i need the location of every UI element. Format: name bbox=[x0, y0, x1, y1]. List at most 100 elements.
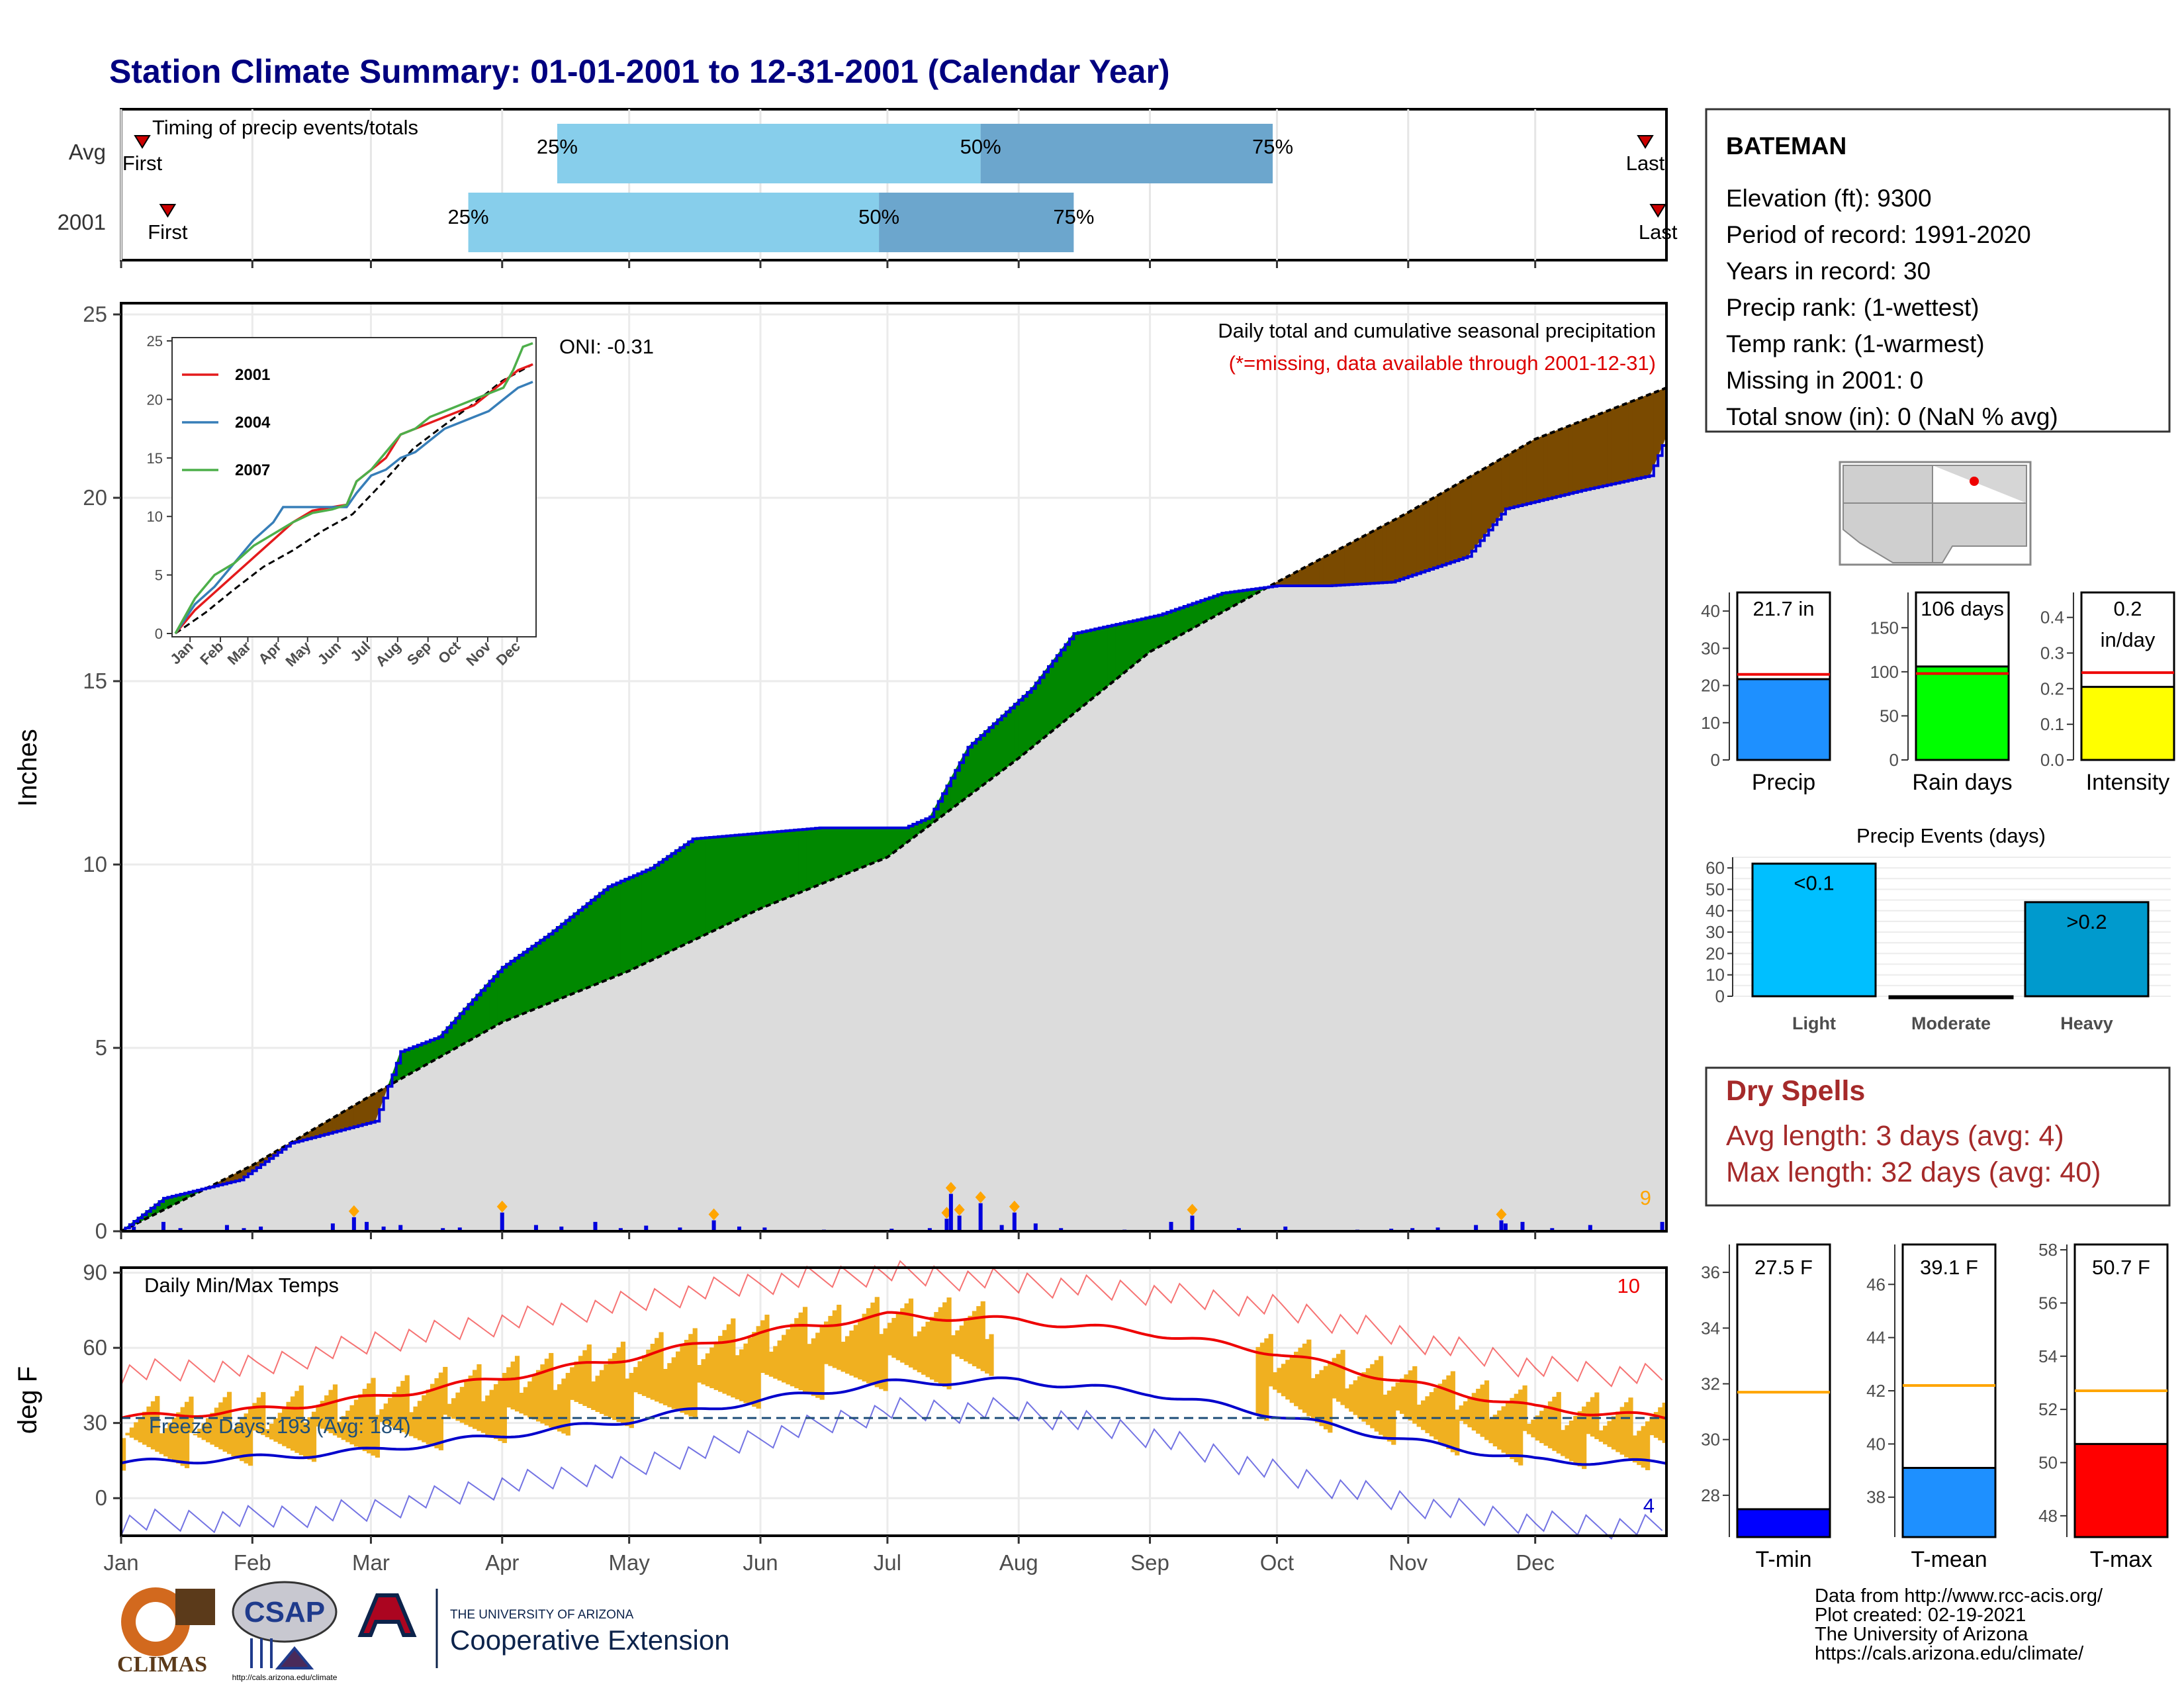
departure-fill bbox=[1390, 518, 1396, 583]
departure-fill bbox=[1378, 525, 1383, 583]
daily-temp-range-bar bbox=[844, 1336, 850, 1374]
daily-temp-range-bar bbox=[595, 1376, 600, 1413]
summary-bar bbox=[2080, 686, 2175, 761]
daily-temp-range-bar bbox=[650, 1344, 655, 1400]
departure-fill bbox=[1641, 395, 1646, 479]
daily-temp-range-bar bbox=[1531, 1419, 1536, 1438]
daily-temp-range-bar bbox=[498, 1378, 503, 1441]
daily-temp-range-bar bbox=[913, 1336, 918, 1370]
daily-temp-range-bar bbox=[570, 1367, 575, 1400]
departure-fill bbox=[531, 943, 537, 1011]
precip-y-axis: 0 5 10 15 20 25 bbox=[83, 302, 1537, 1243]
daily-temp-range-bar bbox=[337, 1421, 342, 1438]
daily-temp-range-bar bbox=[400, 1381, 406, 1432]
record-max-line bbox=[120, 1260, 1663, 1387]
daily-temp-range-bar bbox=[468, 1376, 473, 1427]
daily-temp-range-bar bbox=[443, 1366, 448, 1415]
departure-fill bbox=[1310, 561, 1316, 586]
departure-fill bbox=[641, 869, 647, 966]
daily-temp-range-bar bbox=[544, 1358, 549, 1426]
temp-frame bbox=[120, 1266, 1668, 1537]
daily-temp-range-bar bbox=[485, 1395, 490, 1435]
departure-fill bbox=[1158, 613, 1163, 648]
departure-fill bbox=[578, 906, 583, 992]
daily-temp-range-bar bbox=[972, 1311, 978, 1366]
departure-fill bbox=[514, 955, 520, 1018]
departure-fill bbox=[1492, 460, 1498, 526]
month-tick-label: Dec bbox=[1516, 1550, 1555, 1575]
daily-temp-range-bar bbox=[781, 1335, 787, 1383]
daily-temp-range-bar bbox=[773, 1346, 778, 1379]
temp-summary-bar bbox=[2073, 1442, 2169, 1538]
temp-summary-label: T-min bbox=[1756, 1547, 1812, 1572]
daily-temp-range-bar bbox=[858, 1319, 863, 1380]
daily-temp-range-bar bbox=[591, 1381, 596, 1410]
daily-temp-range-bar bbox=[235, 1424, 240, 1459]
climas-logo-inner bbox=[136, 1602, 175, 1642]
daily-temp-range-bar bbox=[214, 1407, 219, 1447]
departure-fill bbox=[1073, 632, 1079, 714]
departure-fill bbox=[1179, 606, 1185, 636]
daily-temp-range-bar bbox=[218, 1402, 224, 1450]
departure-fill bbox=[1132, 619, 1138, 667]
daily-temp-range-bar bbox=[1641, 1426, 1646, 1468]
departure-fill bbox=[1306, 563, 1312, 586]
departure-fill bbox=[1636, 397, 1642, 479]
daily-temp-range-bar bbox=[815, 1333, 821, 1398]
temp-summary-value: 39.1 F bbox=[1920, 1256, 1978, 1279]
daily-temp-range-bar bbox=[184, 1401, 190, 1468]
departure-fill bbox=[1416, 504, 1422, 575]
departure-fill bbox=[1369, 530, 1375, 584]
month-tick-label: Jul bbox=[874, 1550, 901, 1575]
precip-y-label: Inches bbox=[13, 729, 42, 807]
inset-y-tick-label: 15 bbox=[147, 450, 163, 467]
daily-temp-range-bar bbox=[722, 1330, 727, 1394]
daily-temp-range-bar bbox=[955, 1330, 960, 1357]
temp-summary-label: T-max bbox=[2090, 1547, 2152, 1572]
daily-temp-range-bar bbox=[646, 1349, 651, 1398]
departure-fill bbox=[827, 827, 833, 882]
events-title: Precip Events (days) bbox=[1856, 824, 2046, 847]
daily-precip-bar bbox=[1410, 1228, 1415, 1231]
departure-fill bbox=[1014, 699, 1019, 762]
first-event-label: First bbox=[122, 152, 163, 175]
daily-temp-range-bar bbox=[422, 1395, 427, 1442]
daily-precip-bar bbox=[381, 1226, 386, 1231]
temp-summary-bar bbox=[1736, 1508, 1831, 1538]
station-frame bbox=[1705, 108, 2171, 433]
daily-temp-range-bar bbox=[226, 1391, 232, 1454]
daily-temp-range-bar bbox=[777, 1340, 782, 1381]
daily-temp-range-bar bbox=[874, 1297, 880, 1387]
daily-precip-bar bbox=[351, 1217, 356, 1231]
daily-precip-bar bbox=[398, 1225, 403, 1231]
precip-subtitle: Daily total and cumulative seasonal prec… bbox=[1218, 319, 1656, 342]
daily-temp-range-bar bbox=[866, 1308, 872, 1383]
month-tick-label: Sep bbox=[1130, 1550, 1169, 1575]
first-event-label: First bbox=[148, 220, 188, 244]
daily-temp-range-bar bbox=[1619, 1407, 1625, 1455]
daily-temp-range-bar bbox=[256, 1397, 261, 1433]
dry-spells-max: Max length: 32 days (avg: 40) bbox=[1726, 1156, 2101, 1188]
normal-min-line bbox=[120, 1376, 1667, 1466]
daily-temp-range-bar bbox=[252, 1403, 257, 1431]
daily-temp-range-bar bbox=[282, 1407, 287, 1446]
daily-temp-range-bar bbox=[616, 1347, 621, 1423]
daily-temp-range-bar bbox=[447, 1403, 452, 1417]
daily-temp-range-bar bbox=[459, 1387, 465, 1423]
departure-fill bbox=[1645, 394, 1650, 477]
departure-fill bbox=[709, 837, 715, 933]
departure-fill bbox=[650, 865, 655, 962]
departure-fill bbox=[857, 827, 862, 870]
daily-temp-range-bar bbox=[946, 1297, 952, 1389]
daily-temp-range-bar bbox=[189, 1396, 194, 1433]
timing-q50-label: 50% bbox=[858, 205, 899, 228]
daily-temp-range-bar bbox=[655, 1338, 660, 1402]
daily-temp-range-bar bbox=[540, 1364, 545, 1424]
daily-precip-bar bbox=[1520, 1221, 1525, 1231]
daily-temp-range-bar bbox=[1294, 1351, 1299, 1407]
climas-logo: CLIMAS bbox=[117, 1587, 215, 1677]
departure-fill bbox=[527, 945, 532, 1013]
daily-temp-range-bar bbox=[752, 1332, 757, 1407]
temp-summary-y-tick-label: 46 bbox=[1866, 1274, 1886, 1294]
event-bar-label: Light bbox=[1792, 1013, 1836, 1033]
